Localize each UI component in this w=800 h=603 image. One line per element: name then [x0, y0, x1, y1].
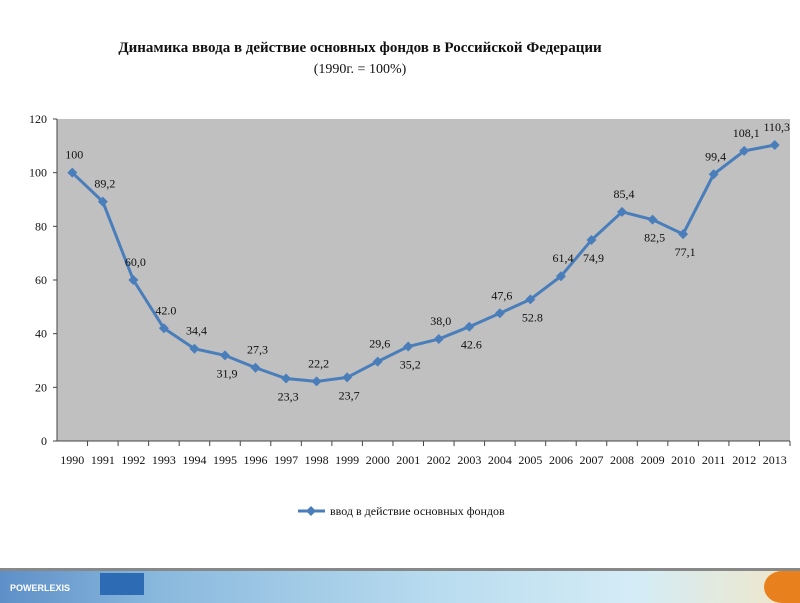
- data-label: 42.0: [155, 303, 176, 317]
- data-point: [678, 229, 689, 240]
- data-label: 100: [65, 148, 83, 162]
- footer-decoration: [764, 571, 800, 603]
- y-tick-label: 20: [35, 380, 47, 394]
- data-point: [617, 206, 628, 217]
- y-tick-label: 60: [35, 273, 47, 287]
- data-point: [97, 196, 108, 207]
- x-tick-label: 1999: [335, 453, 359, 467]
- data-label: 23,7: [339, 388, 360, 402]
- data-label: 110,3: [763, 120, 790, 134]
- data-label: 89,2: [94, 177, 115, 191]
- x-tick-label: 1991: [91, 453, 115, 467]
- data-point: [250, 362, 261, 373]
- data-point: [67, 167, 78, 178]
- x-tick-label: 2002: [427, 453, 451, 467]
- data-label: 42.6: [461, 338, 482, 352]
- data-label: 31,9: [216, 366, 237, 380]
- footer-block: [100, 573, 144, 595]
- data-label: 85,4: [614, 187, 635, 201]
- data-label: 34,4: [186, 324, 207, 338]
- data-label: 27,3: [247, 343, 268, 357]
- x-tick-label: 1996: [244, 453, 268, 467]
- data-point: [647, 214, 658, 225]
- data-point: [128, 275, 139, 285]
- x-tick-label: 2007: [579, 453, 603, 467]
- chart-title: Динамика ввода в действие основных фондо…: [118, 40, 602, 56]
- data-point: [158, 323, 169, 334]
- data-point: [525, 294, 536, 305]
- x-tick-label: 1995: [213, 453, 237, 467]
- data-point: [494, 308, 505, 319]
- data-point: [281, 373, 292, 384]
- legend-label: ввод в действие основных фондов: [330, 504, 505, 518]
- data-point: [189, 343, 200, 354]
- data-point: [311, 376, 322, 387]
- data-label: 52.8: [522, 310, 543, 324]
- y-tick-label: 100: [29, 166, 47, 180]
- series-line: [71, 143, 776, 383]
- data-point: [586, 235, 597, 246]
- x-tick-label: 2000: [366, 453, 390, 467]
- y-tick-label: 120: [29, 112, 47, 126]
- x-tick-label: 2005: [518, 453, 542, 467]
- x-tick-label: 2012: [732, 453, 756, 467]
- x-tick-label: 2011: [702, 453, 726, 467]
- x-tick-label: 2009: [641, 453, 665, 467]
- x-tick-label: 2001: [396, 453, 420, 467]
- x-tick-label: 2006: [549, 453, 573, 467]
- data-point: [403, 341, 414, 352]
- data-label: 99,4: [705, 149, 726, 163]
- x-tick-label: 1994: [182, 453, 206, 467]
- legend-marker: [306, 506, 316, 516]
- data-label: 60,0: [125, 255, 146, 269]
- x-tick-label: 1997: [274, 453, 298, 467]
- plot-area: [57, 119, 790, 441]
- data-label: 22,2: [308, 356, 329, 370]
- data-point: [708, 169, 719, 180]
- data-point: [342, 372, 353, 383]
- x-tick-label: 1990: [60, 453, 84, 467]
- x-tick-label: 2010: [671, 453, 695, 467]
- data-point: [739, 145, 750, 156]
- x-tick-label: 2003: [457, 453, 481, 467]
- data-point: [464, 321, 475, 332]
- x-tick-label: 1993: [152, 453, 176, 467]
- data-point: [433, 334, 444, 345]
- y-tick-label: 80: [35, 219, 47, 233]
- data-point: [372, 356, 383, 367]
- y-tick-label: 0: [41, 434, 47, 448]
- data-label: 74,9: [583, 251, 604, 265]
- x-tick-label: 2004: [488, 453, 512, 467]
- data-label: 47,6: [491, 288, 512, 302]
- data-label: 29,6: [369, 337, 390, 351]
- x-tick-label: 1998: [305, 453, 329, 467]
- x-tick-label: 2008: [610, 453, 634, 467]
- data-label: 108,1: [733, 126, 760, 140]
- data-label: 61,4: [552, 251, 573, 265]
- data-point: [219, 350, 230, 361]
- x-tick-label: 2013: [763, 453, 787, 467]
- data-label: 77,1: [675, 245, 696, 259]
- footer-logo: POWERLEXIS: [10, 583, 71, 593]
- y-tick-label: 40: [35, 327, 47, 341]
- footer-banner: POWERLEXIS: [0, 568, 800, 603]
- chart-subtitle: (1990г. = 100%): [313, 62, 407, 77]
- data-label: 35,2: [400, 358, 421, 372]
- data-label: 82,5: [644, 231, 665, 245]
- data-point: [769, 140, 780, 151]
- data-label: 23,3: [278, 389, 299, 403]
- x-tick-label: 1992: [121, 453, 145, 467]
- data-point: [555, 271, 566, 282]
- data-label: 38,0: [430, 314, 451, 328]
